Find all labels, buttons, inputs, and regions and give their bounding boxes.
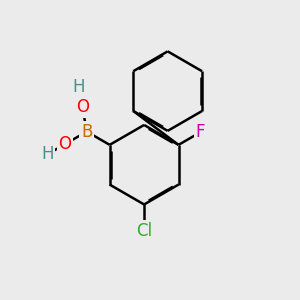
Text: O: O xyxy=(76,98,89,116)
Text: Cl: Cl xyxy=(136,222,152,240)
Text: H: H xyxy=(73,78,85,96)
Text: H: H xyxy=(41,146,53,164)
Text: F: F xyxy=(196,123,205,141)
Text: B: B xyxy=(81,123,92,141)
Text: O: O xyxy=(58,135,72,153)
